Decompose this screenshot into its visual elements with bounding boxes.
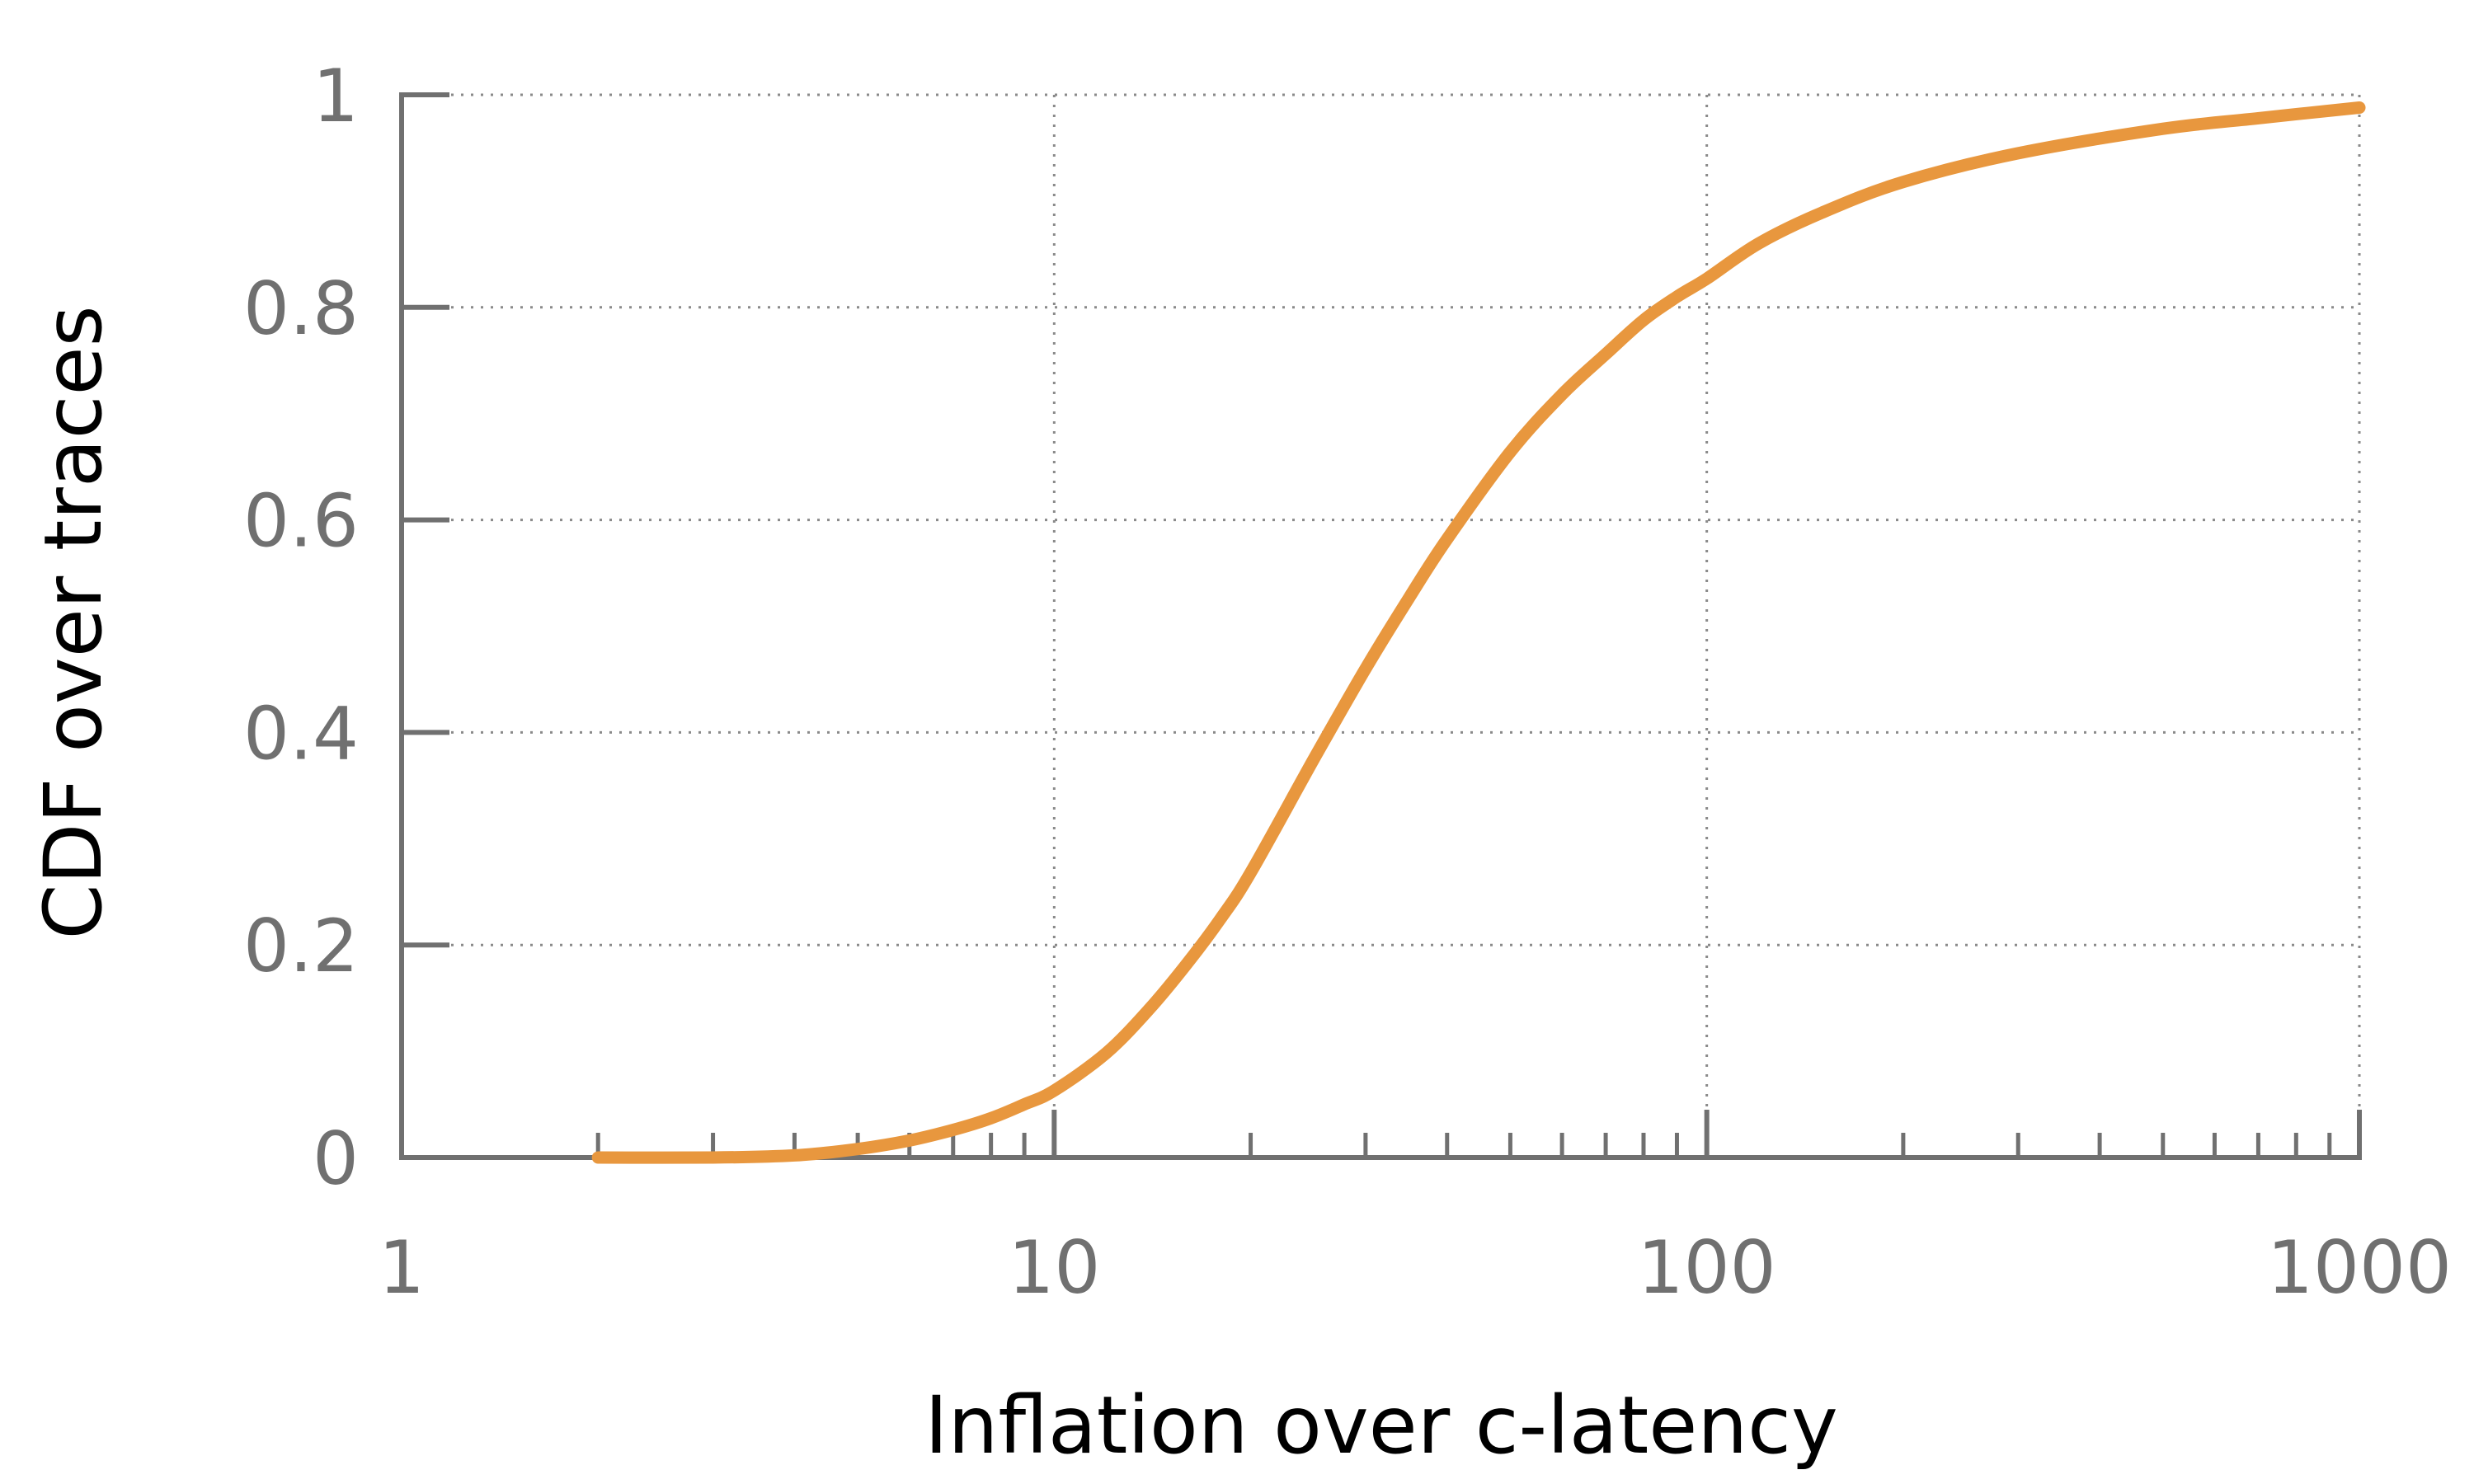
y-axis-title: CDF over traces bbox=[27, 305, 120, 939]
series-line-cdf bbox=[591, 101, 2366, 1164]
y-tick-label: 0.6 bbox=[243, 479, 359, 564]
grid-lines bbox=[402, 93, 2361, 1158]
y-tick-label: 1 bbox=[313, 54, 359, 139]
x-tick-label: 1 bbox=[379, 1225, 425, 1310]
axes bbox=[399, 92, 2362, 1160]
x-axis-title: Inflation over c-latency bbox=[924, 1379, 1838, 1472]
series bbox=[591, 101, 2366, 1164]
y-tick-label: 0.4 bbox=[243, 691, 359, 776]
x-tick-label: 10 bbox=[1008, 1225, 1100, 1310]
y-tick-label: 0.2 bbox=[243, 904, 359, 989]
tick-labels: 0 0.2 0.4 0.6 0.8 1 1 10 100 1000 bbox=[243, 54, 2452, 1310]
y-tick-label: 0 bbox=[313, 1116, 359, 1201]
y-tick-label: 0.8 bbox=[243, 266, 359, 351]
x-tick-label: 100 bbox=[1638, 1225, 1776, 1310]
x-tick-label: 1000 bbox=[2267, 1225, 2452, 1310]
axis-ticks bbox=[399, 92, 2362, 1160]
